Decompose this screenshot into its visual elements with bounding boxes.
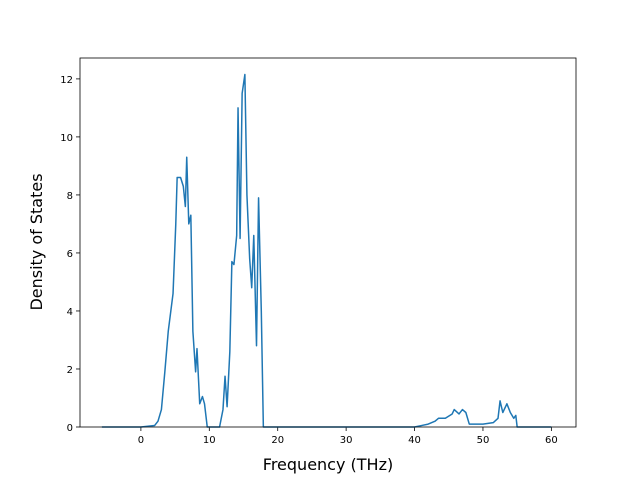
y-tick-label: 6: [67, 249, 73, 260]
plot-frame: [79, 57, 577, 428]
y-tick-label: 4: [67, 307, 73, 318]
x-tick-label: 40: [408, 435, 421, 446]
line-series: [101, 73, 552, 428]
x-tick-label: 20: [271, 435, 284, 446]
y-tick-label: 8: [67, 191, 73, 202]
y-tick-label: 0: [67, 423, 73, 434]
x-axis-label: Frequency (THz): [263, 455, 393, 474]
y-axis-label: Density of States: [27, 173, 46, 310]
x-tick-label: 50: [477, 435, 490, 446]
y-tick-label: 10: [60, 133, 73, 144]
y-tick-label: 2: [67, 365, 73, 376]
x-tick-label: 30: [340, 435, 353, 446]
x-tick-label: 0: [138, 435, 144, 446]
x-tick-label: 10: [203, 435, 216, 446]
x-tick-label: 60: [545, 435, 558, 446]
y-tick-label: 12: [60, 75, 73, 86]
